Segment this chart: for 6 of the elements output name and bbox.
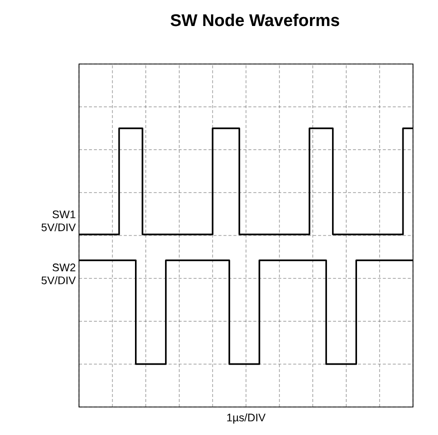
text: 5V/DIV xyxy=(42,223,76,232)
chart-title: SW Node Waveforms xyxy=(170,14,340,26)
series-label: SW1 xyxy=(52,210,76,218)
x-axis-title: 1µs/DIV xyxy=(227,413,266,424)
series-label: SW2 xyxy=(52,264,76,272)
text: 5V/DIV xyxy=(42,276,76,284)
